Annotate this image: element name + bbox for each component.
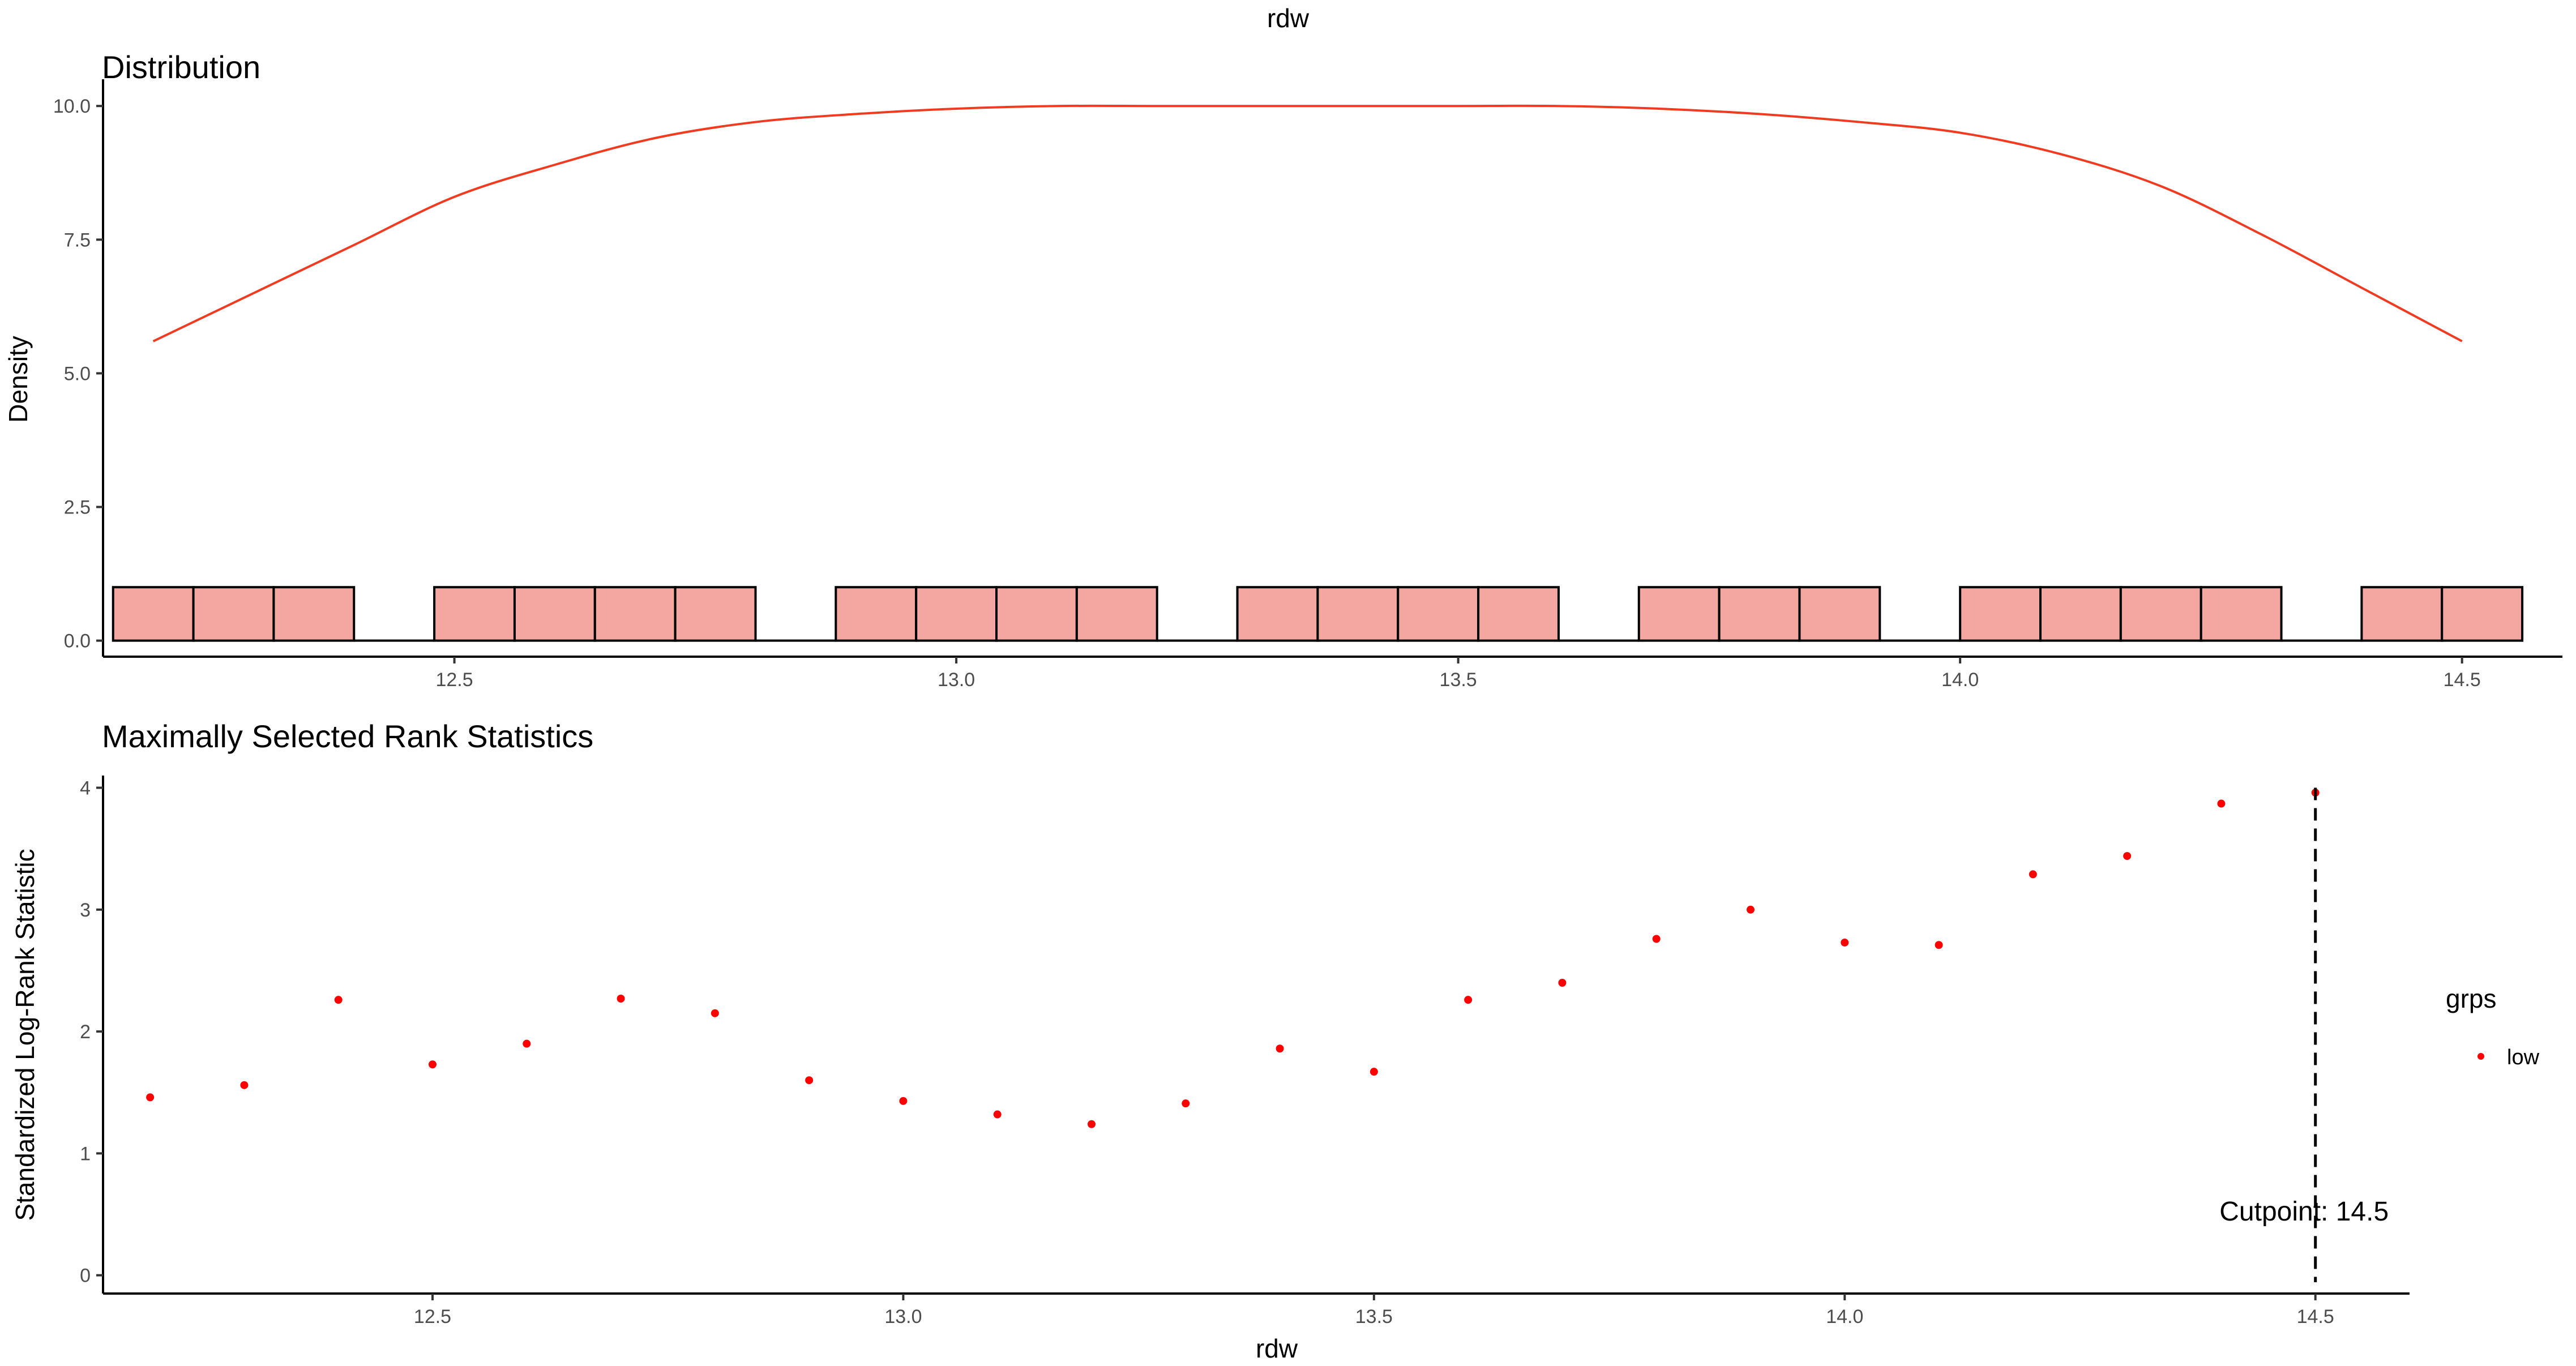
rank-x-tick-label: 12.5 <box>414 1306 451 1328</box>
data-point <box>1841 938 1849 947</box>
rank-x-label: rdw <box>1256 1334 1298 1363</box>
data-point <box>899 1097 908 1105</box>
histogram-bar <box>1637 586 1721 642</box>
data-point <box>334 996 343 1004</box>
data-point <box>1370 1068 1378 1076</box>
rank-statistics-panel: Maximally Selected Rank Statistics Stand… <box>10 718 2540 1363</box>
data-point <box>1182 1099 1190 1108</box>
rank-y-label: Standardized Log-Rank Statistic <box>10 849 40 1221</box>
cutpoint-label: Cutpoint: 14.5 <box>2219 1197 2389 1227</box>
histogram-bar <box>915 586 998 642</box>
distribution-x-tick-label: 14.0 <box>1941 669 1979 691</box>
data-point <box>2123 852 2132 860</box>
data-point <box>617 994 625 1003</box>
rank-statistics-axes: 0 1 2 3 4 12.5 13.0 13.5 14.0 14.5 <box>80 776 2410 1328</box>
data-point <box>805 1076 814 1085</box>
distribution-axes: 0.0 2.5 5.0 7.5 10.0 12.5 13.0 13.5 14.0 14.5 <box>53 79 2562 691</box>
rank-x-tick-label: 14.0 <box>1826 1306 1863 1328</box>
data-point <box>711 1009 719 1017</box>
data-point <box>240 1081 249 1089</box>
data-point <box>1088 1120 1096 1128</box>
data-point <box>1276 1044 1284 1053</box>
histogram-bar <box>2119 586 2202 642</box>
distribution-y-tick-label: 10.0 <box>53 96 91 117</box>
histogram-bar <box>1397 586 1480 642</box>
histogram-bar <box>2200 586 2283 642</box>
data-point <box>146 1093 155 1102</box>
density-y-label: Density <box>3 336 33 422</box>
histogram-bar <box>1316 586 1400 642</box>
histogram-bar <box>1798 586 1881 642</box>
rank-y-tick-label: 4 <box>80 778 91 799</box>
rank-statistics-points <box>146 789 2320 1128</box>
histogram-bar <box>1959 586 2042 642</box>
histogram-bar <box>1477 586 1560 642</box>
histogram-bar <box>2441 586 2524 642</box>
histogram-bar <box>513 586 596 642</box>
data-point <box>1935 941 1943 949</box>
histogram-bar <box>272 586 356 642</box>
distribution-title: Distribution <box>102 49 260 85</box>
histogram-bar <box>2039 586 2122 642</box>
rank-y-tick-label: 0 <box>80 1265 91 1287</box>
histogram-bar <box>1075 586 1158 642</box>
data-point <box>523 1039 531 1048</box>
histogram-bar <box>1236 586 1319 642</box>
data-point <box>993 1110 1002 1119</box>
distribution-x-tick-label: 14.5 <box>2444 669 2481 691</box>
rank-y-tick-label: 3 <box>80 900 91 921</box>
rank-x-tick-label: 13.5 <box>1355 1306 1393 1328</box>
histogram-bars <box>112 586 2524 642</box>
histogram-bar <box>1718 586 1801 642</box>
data-point <box>2217 799 2226 808</box>
rank-statistics-title: Maximally Selected Rank Statistics <box>102 718 593 754</box>
histogram-bar <box>995 586 1078 642</box>
distribution-x-tick-label: 13.5 <box>1440 669 1477 691</box>
distribution-y-tick-label: 7.5 <box>64 229 91 251</box>
legend-entry-low: low <box>2507 1046 2540 1069</box>
legend-point-icon <box>2477 1053 2484 1060</box>
rank-y-tick-label: 2 <box>80 1021 91 1043</box>
legend-title: grps <box>2446 984 2496 1013</box>
histogram-bar <box>593 586 677 642</box>
distribution-y-tick-label: 2.5 <box>64 497 91 519</box>
data-point <box>1464 996 1473 1004</box>
distribution-panel: Distribution Density 0.0 2.5 5.0 7.5 10.0 12.… <box>3 49 2562 691</box>
main-title: rdw <box>1267 3 1310 33</box>
rank-y-tick-label: 1 <box>80 1143 91 1164</box>
histogram-bar <box>2360 586 2444 642</box>
histogram-bar <box>112 586 195 642</box>
histogram-bar <box>674 586 757 642</box>
histogram-bar <box>835 586 918 642</box>
rank-x-tick-label: 14.5 <box>2297 1306 2334 1328</box>
density-curve <box>152 104 2463 342</box>
distribution-y-tick-label: 5.0 <box>64 363 91 384</box>
legend: grps low <box>2446 984 2540 1069</box>
data-point <box>429 1060 437 1069</box>
data-point <box>2029 870 2037 879</box>
rank-x-tick-label: 13.0 <box>884 1306 922 1328</box>
distribution-y-tick-label: 0.0 <box>64 631 91 652</box>
distribution-x-tick-label: 12.5 <box>435 669 473 691</box>
histogram-bar <box>433 586 516 642</box>
histogram-bar <box>192 586 275 642</box>
data-point <box>1652 935 1661 943</box>
data-point <box>1747 905 1755 914</box>
distribution-x-tick-label: 13.0 <box>938 669 975 691</box>
data-point <box>1558 979 1567 987</box>
